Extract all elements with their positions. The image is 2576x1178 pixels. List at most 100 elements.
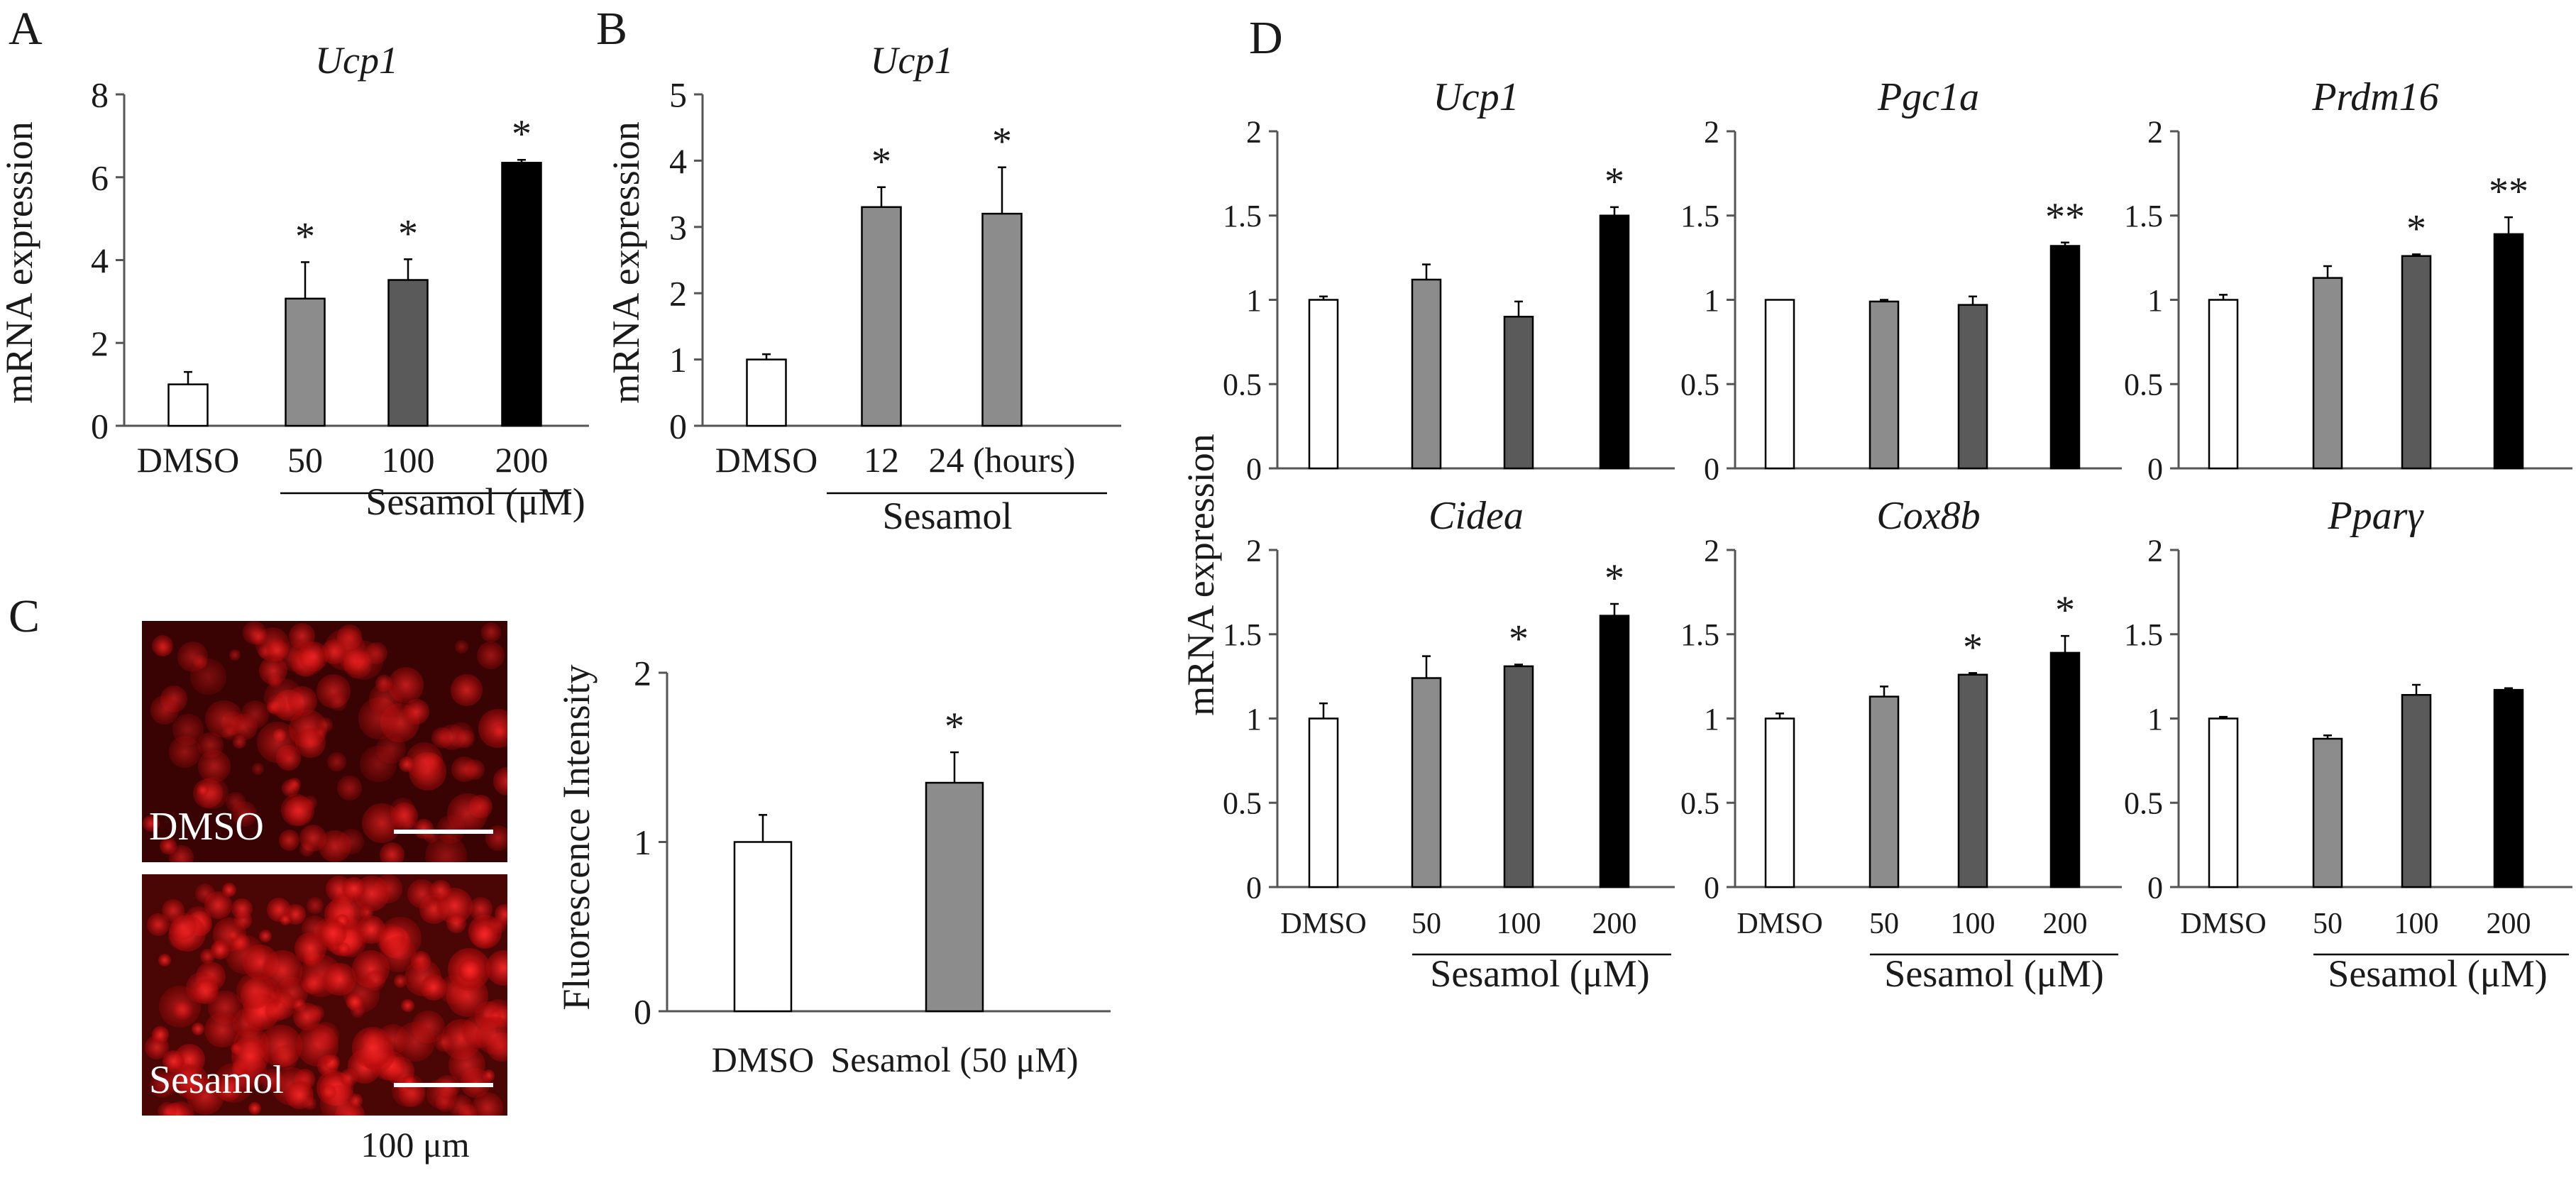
- fluorescent-cell: [447, 793, 488, 834]
- chart-b-category-label: 24 (hours): [929, 440, 1076, 480]
- chart-d5-ytick-label: 1.5: [1680, 617, 1719, 652]
- panel-label-a: A: [9, 3, 43, 55]
- chart-b-category-label: DMSO: [715, 440, 818, 480]
- fluorescent-cell: [329, 693, 347, 712]
- fluorescent-cell: [259, 656, 288, 685]
- fluorescent-cell: [146, 913, 170, 936]
- chart-d6-ytick-label: 1: [2147, 702, 2163, 737]
- chart-d3-title: Prdm16: [2311, 75, 2438, 119]
- chart-d6-category-label: 200: [2487, 908, 2531, 940]
- fluorescent-cell: [266, 700, 280, 714]
- fluorescent-cell: [342, 876, 366, 901]
- chart-c-category-label: Sesamol (50 μM): [831, 1040, 1079, 1079]
- fluorescent-cell: [285, 1081, 314, 1110]
- fluorescent-cell: [471, 923, 497, 949]
- chart-d3-bar: [2208, 299, 2239, 470]
- fluorescent-cell: [248, 1101, 262, 1115]
- chart-d6-ytick-label: 0.5: [2124, 786, 2163, 821]
- fluorescent-cell: [280, 914, 292, 926]
- fluorescent-cell: [326, 752, 346, 771]
- chart-d5-significance: *: [1963, 625, 1983, 669]
- fluorescent-cell: [337, 942, 350, 955]
- fluorescent-cell: [151, 634, 174, 657]
- chart-d3-significance: **: [2489, 170, 2528, 214]
- chart-d3-bar: [2401, 255, 2432, 470]
- fluorescent-cell: [495, 904, 507, 925]
- fluorescent-cell: [204, 1012, 240, 1047]
- chart-a-bar: [167, 383, 209, 427]
- chart-c-ytick-label: 1: [634, 822, 651, 862]
- chart-a-bar: [285, 297, 326, 427]
- chart-d3-bar: [2493, 233, 2524, 470]
- chart-c-bar: [733, 841, 793, 1013]
- microscopy-sesamol-label: Sesamol: [149, 1058, 284, 1102]
- fluorescent-cell: [476, 642, 505, 670]
- chart-d2-title: Pgc1a: [1877, 75, 1979, 119]
- chart-b-ytick-label: 0: [669, 407, 687, 446]
- fluorescent-cell: [195, 883, 216, 903]
- fluorescent-cell: [155, 639, 172, 656]
- fluorescent-cell: [451, 756, 478, 782]
- chart-d5-category-label: 100: [1951, 908, 1996, 940]
- chart-d4-bar: [1308, 717, 1339, 888]
- chart-d3-ytick-label: 1: [2147, 283, 2163, 318]
- chart-d5-bar: [1764, 717, 1795, 888]
- chart-d4-category-label: DMSO: [1280, 908, 1366, 940]
- chart-b-ytick-label: 2: [669, 274, 687, 314]
- fluorescent-cell: [430, 880, 451, 901]
- chart-b-ytick-label: 4: [669, 141, 687, 181]
- chart-d4-group-label: Sesamol (μM): [1430, 952, 1649, 995]
- chart-d6-category-label: 50: [2313, 908, 2343, 940]
- chart-d3-ytick-label: 0.5: [2124, 368, 2163, 402]
- chart-d4-ytick-label: 1: [1246, 702, 1262, 737]
- chart-a-title: Ucp1: [315, 39, 398, 82]
- chart-d4-ytick-label: 0.5: [1223, 786, 1262, 821]
- chart-a-ytick-label: 4: [91, 241, 109, 280]
- chart-a-significance: *: [398, 211, 418, 255]
- chart-b-category-label: 12: [864, 440, 899, 480]
- chart-d4-bar: [1599, 615, 1630, 888]
- fluorescent-cell: [481, 622, 501, 642]
- chart-d5-ytick-label: 0.5: [1680, 786, 1719, 821]
- fluorescent-cell: [346, 993, 364, 1011]
- chart-d5-title: Cox8b: [1876, 494, 1980, 538]
- chart-d6-bar: [2401, 694, 2432, 888]
- chart-d3-bar: [2312, 277, 2343, 470]
- chart-d2-bar: [2049, 245, 2081, 470]
- chart-d5-ytick-label: 0: [1704, 870, 1719, 905]
- chart-a-ylabel: mRNA expression: [0, 121, 40, 404]
- chart-d6-group-label: Sesamol (μM): [2328, 952, 2547, 995]
- chart-b-significance: *: [871, 140, 891, 184]
- panel-d-ylabel: mRNA expression: [1179, 434, 1222, 716]
- fluorescent-cell: [454, 639, 468, 654]
- chart-d4-bar: [1503, 665, 1534, 888]
- chart-b-ylabel: mRNA expression: [605, 121, 647, 404]
- panel-label-c: C: [9, 590, 40, 642]
- fluorescent-cell: [360, 745, 397, 783]
- chart-d2-ytick-label: 1: [1704, 283, 1719, 318]
- fluorescent-cell: [458, 957, 483, 983]
- fluorescent-cell: [150, 695, 180, 725]
- chart-d2-significance: **: [2045, 195, 2085, 239]
- chart-d6-ytick-label: 1.5: [2124, 617, 2163, 652]
- chart-d1-ytick-label: 2: [1246, 114, 1262, 149]
- fluorescent-cell: [446, 913, 466, 934]
- chart-d1-significance: *: [1605, 160, 1624, 204]
- chart-d6-bar: [2312, 737, 2343, 888]
- chart-d1-ytick-label: 1.5: [1223, 199, 1262, 233]
- chart-d4-ytick-label: 0: [1246, 870, 1262, 905]
- fluorescent-cell: [169, 913, 197, 941]
- chart-d6-ytick-label: 2: [2147, 533, 2163, 568]
- fluorescent-cell: [425, 835, 467, 862]
- chart-d6-category-label: DMSO: [2180, 908, 2266, 940]
- chart-d5-bar: [2049, 651, 2081, 888]
- chart-a-bar: [387, 279, 429, 427]
- fluorescent-cell: [306, 896, 324, 914]
- fluorescent-cell: [404, 698, 430, 725]
- fluorescent-cell: [177, 641, 208, 672]
- chart-d1-ytick-label: 1: [1246, 283, 1262, 318]
- chart-d4-significance: *: [1509, 617, 1529, 661]
- fluorescent-cell: [257, 722, 299, 764]
- fluorescent-cell: [478, 709, 507, 749]
- fluorescent-cell: [398, 756, 414, 773]
